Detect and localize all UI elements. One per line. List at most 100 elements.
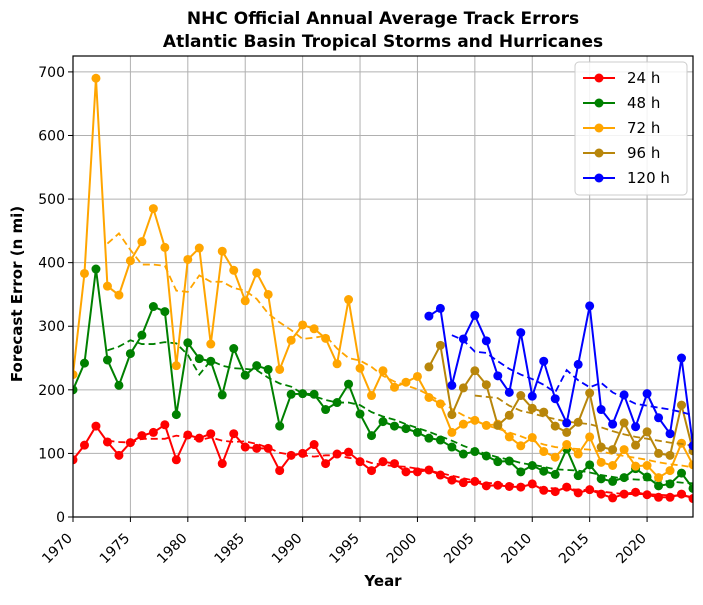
data-point-96h bbox=[470, 366, 480, 376]
data-point-120h bbox=[585, 301, 595, 311]
data-point-24h bbox=[596, 489, 606, 499]
data-point-24h bbox=[412, 467, 422, 477]
trend-line-72h bbox=[106, 232, 693, 469]
trend-line-96h bbox=[474, 394, 693, 447]
data-point-96h bbox=[516, 391, 526, 401]
data-point-24h bbox=[504, 481, 514, 491]
data-point-120h bbox=[608, 419, 618, 429]
data-point-72h bbox=[504, 432, 514, 442]
data-point-48h bbox=[516, 467, 526, 477]
data-point-72h bbox=[263, 289, 273, 299]
data-point-48h bbox=[148, 302, 158, 312]
data-point-48h bbox=[73, 385, 78, 395]
data-point-72h bbox=[332, 359, 342, 369]
data-point-24h bbox=[435, 470, 445, 480]
data-point-48h bbox=[424, 433, 434, 443]
series-96h bbox=[424, 340, 693, 460]
data-point-72h bbox=[596, 457, 606, 467]
data-point-48h bbox=[619, 473, 629, 483]
data-point-48h bbox=[160, 307, 170, 317]
data-point-24h bbox=[677, 489, 687, 499]
trend-line-24h bbox=[107, 434, 693, 498]
data-point-24h bbox=[642, 490, 652, 500]
data-point-24h bbox=[550, 487, 560, 497]
data-point-96h bbox=[596, 442, 606, 452]
data-point-24h bbox=[481, 481, 491, 491]
data-point-48h bbox=[389, 421, 399, 431]
data-point-24h bbox=[321, 459, 331, 469]
x-tick-label: 2005 bbox=[441, 531, 478, 568]
data-point-72h bbox=[229, 265, 239, 275]
data-point-48h bbox=[401, 424, 411, 434]
data-point-24h bbox=[367, 466, 377, 476]
data-point-48h bbox=[194, 354, 204, 364]
data-point-48h bbox=[79, 358, 89, 368]
data-point-120h bbox=[539, 356, 549, 366]
y-tick-label: 400 bbox=[38, 256, 65, 272]
data-point-96h bbox=[619, 418, 629, 428]
data-point-24h bbox=[114, 450, 124, 460]
data-point-48h bbox=[550, 469, 560, 479]
data-point-120h bbox=[458, 334, 468, 344]
data-point-72h bbox=[137, 237, 147, 247]
legend-marker-120h bbox=[594, 173, 604, 183]
series-line-48h bbox=[73, 268, 693, 489]
data-point-72h bbox=[516, 441, 526, 451]
data-point-72h bbox=[160, 242, 170, 252]
data-point-72h bbox=[217, 246, 227, 256]
data-point-72h bbox=[344, 295, 354, 305]
y-tick-label: 200 bbox=[38, 383, 65, 399]
data-point-120h bbox=[470, 310, 480, 320]
data-point-24h bbox=[527, 479, 537, 489]
data-point-48h bbox=[240, 370, 250, 380]
data-point-96h bbox=[539, 407, 549, 417]
data-point-72h bbox=[665, 466, 675, 476]
data-point-24h bbox=[389, 459, 399, 469]
data-point-120h bbox=[677, 353, 687, 363]
x-tick-label: 1990 bbox=[269, 531, 306, 568]
y-tick-label: 300 bbox=[38, 319, 65, 335]
data-point-72h bbox=[206, 339, 216, 349]
data-point-48h bbox=[298, 389, 308, 399]
data-point-24h bbox=[309, 440, 319, 450]
data-point-24h bbox=[229, 429, 239, 439]
data-point-96h bbox=[642, 427, 652, 437]
data-point-48h bbox=[252, 361, 262, 371]
y-tick-label: 0 bbox=[56, 510, 65, 526]
data-point-120h bbox=[550, 394, 560, 404]
x-tick-label: 1995 bbox=[326, 531, 363, 568]
series-line-120h bbox=[428, 305, 693, 446]
series-layer bbox=[73, 73, 693, 504]
data-point-48h bbox=[286, 389, 296, 399]
x-tick-label: 1970 bbox=[39, 531, 76, 568]
data-point-24h bbox=[286, 450, 296, 460]
data-point-24h bbox=[458, 478, 468, 488]
data-point-48h bbox=[447, 442, 457, 452]
data-point-72h bbox=[539, 447, 549, 457]
data-point-72h bbox=[148, 204, 158, 214]
data-point-24h bbox=[275, 466, 285, 476]
data-point-72h bbox=[585, 432, 595, 442]
data-point-24h bbox=[73, 455, 78, 465]
data-point-96h bbox=[504, 410, 514, 420]
data-point-72h bbox=[401, 377, 411, 387]
data-point-96h bbox=[654, 448, 664, 458]
data-point-24h bbox=[688, 494, 693, 504]
data-point-120h bbox=[562, 418, 572, 428]
x-tick-label: 2000 bbox=[384, 531, 421, 568]
data-point-96h bbox=[447, 410, 457, 420]
data-point-48h bbox=[608, 476, 618, 486]
x-tick-label: 2020 bbox=[613, 531, 650, 568]
data-point-72h bbox=[79, 268, 89, 278]
data-point-96h bbox=[608, 445, 618, 455]
data-point-72h bbox=[355, 363, 365, 373]
legend: 24 h 48 h 72 h 96 h 120 h bbox=[574, 61, 688, 196]
data-point-72h bbox=[367, 391, 377, 401]
y-axis-label: Forecast Error (n mi) bbox=[8, 206, 26, 382]
data-point-24h bbox=[631, 487, 641, 497]
x-tick-label: 1975 bbox=[97, 531, 134, 568]
data-point-24h bbox=[573, 488, 583, 498]
data-point-48h bbox=[585, 460, 595, 470]
legend-box bbox=[574, 61, 688, 196]
data-point-120h bbox=[504, 387, 514, 397]
